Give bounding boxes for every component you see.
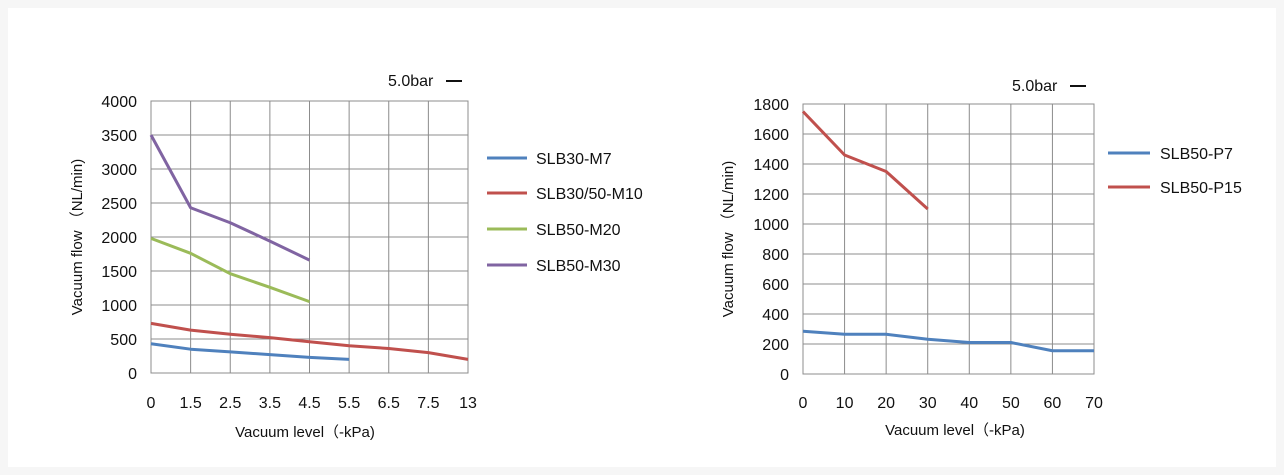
chart-2-x-tick-label: 10 bbox=[836, 395, 854, 412]
series-line-slb50-p15 bbox=[801, 110, 929, 211]
chart-1-y-tick-label: 3000 bbox=[101, 162, 137, 179]
chart-2-y-axis-label: Vacuum flow （NL/min) bbox=[720, 161, 737, 317]
legend-item-slb30-50-m10: SLB30/50-M10 bbox=[487, 186, 643, 203]
chart-2-x-tick-label: 40 bbox=[960, 395, 978, 412]
chart-2-x-tick-label: 70 bbox=[1085, 395, 1103, 412]
chart-2-y-tick-label: 1000 bbox=[753, 217, 789, 234]
chart-2-y-tick-label: 0 bbox=[780, 367, 789, 384]
chart-2-y-tick-labels: 0 200 400 600 800 1000 1200 1400 1600 1800 bbox=[753, 97, 789, 384]
legend-item-slb50-m20: SLB50-M20 bbox=[487, 222, 621, 239]
chart-1-y-axis-label: Vacuum flow （NL/min) bbox=[69, 159, 86, 315]
chart-2-y-tick-label: 400 bbox=[762, 307, 789, 324]
legend-label: SLB30/50-M10 bbox=[536, 186, 643, 203]
chart-1-y-tick-label: 1000 bbox=[101, 298, 137, 315]
chart-1-x-tick-labels: 0 1.5 2.5 3.5 4.5 5.5 6.5 7.5 13 bbox=[147, 395, 477, 412]
chart-1-x-tick-label: 1.5 bbox=[180, 395, 202, 412]
series-line-slb50-p7 bbox=[802, 329, 1094, 353]
chart-2-y-tick-label: 1600 bbox=[753, 127, 789, 144]
legend-item-slb50-m30: SLB50-M30 bbox=[487, 258, 621, 275]
chart-2-legend: SLB50-P7 SLB50-P15 bbox=[1108, 146, 1242, 197]
chart-1-y-tick-label: 0 bbox=[128, 366, 137, 383]
chart-2-y-tick-label: 1400 bbox=[753, 157, 789, 174]
chart-2-y-tick-label: 1800 bbox=[753, 97, 789, 114]
chart-2-pressure-label: 5.0bar bbox=[1012, 78, 1058, 95]
series-line-slb30-50-m10 bbox=[150, 321, 469, 361]
legend-item-slb50-p15: SLB50-P15 bbox=[1108, 180, 1242, 197]
series-line-slb50-m30 bbox=[149, 134, 311, 262]
chart-1-x-tick-label: 4.5 bbox=[298, 395, 320, 412]
chart-2-x-tick-labels: 0 10 20 30 40 50 60 70 bbox=[799, 395, 1103, 412]
legend-item-slb30-m7: SLB30-M7 bbox=[487, 151, 612, 168]
chart-2-y-tick-label: 800 bbox=[762, 247, 789, 264]
chart-2-x-tick-label: 60 bbox=[1044, 395, 1062, 412]
series-line-slb50-m20 bbox=[150, 236, 311, 304]
series-line-slb30-m7 bbox=[150, 342, 350, 361]
chart-1-y-tick-label: 4000 bbox=[101, 94, 137, 111]
chart-2-y-tick-label: 200 bbox=[762, 337, 789, 354]
chart-2-y-tick-label: 600 bbox=[762, 277, 789, 294]
chart-1-x-tick-label: 2.5 bbox=[219, 395, 241, 412]
chart-2-x-axis-label: Vacuum level（-kPa) bbox=[885, 422, 1025, 439]
chart-2-series bbox=[801, 110, 1094, 353]
chart-1-x-tick-label: 0 bbox=[147, 395, 156, 412]
legend-label: SLB50-P7 bbox=[1160, 146, 1233, 163]
chart-1-legend: SLB30-M7 SLB30/50-M10 SLB50-M20 SLB50-M3… bbox=[487, 151, 643, 275]
chart-1-y-tick-labels: 0 500 1000 1500 2000 2500 3000 3500 4000 bbox=[101, 94, 137, 383]
chart-1-x-axis-label: Vacuum level（-kPa) bbox=[235, 424, 375, 441]
legend-item-slb50-p7: SLB50-P7 bbox=[1108, 146, 1233, 163]
chart-1-y-tick-label: 1500 bbox=[101, 264, 137, 281]
chart-2-x-tick-label: 30 bbox=[919, 395, 937, 412]
chart-1-x-tick-label: 6.5 bbox=[378, 395, 400, 412]
chart-1-y-tick-label: 2000 bbox=[101, 230, 137, 247]
chart-1-x-tick-label: 7.5 bbox=[417, 395, 439, 412]
chart-1-x-tick-label: 5.5 bbox=[338, 395, 360, 412]
chart-1-y-tick-label: 500 bbox=[110, 332, 137, 349]
chart-1-y-tick-label: 3500 bbox=[101, 128, 137, 145]
legend-label: SLB30-M7 bbox=[536, 151, 612, 168]
legend-label: SLB50-M20 bbox=[536, 222, 621, 239]
chart-1-x-tick-label: 3.5 bbox=[259, 395, 281, 412]
chart-2-x-tick-label: 20 bbox=[877, 395, 895, 412]
chart-2-plot-border bbox=[802, 103, 1095, 375]
chart-2-y-tick-label: 1200 bbox=[753, 187, 789, 204]
chart-2-x-tick-label: 50 bbox=[1002, 395, 1020, 412]
chart-1-y-tick-label: 2500 bbox=[101, 196, 137, 213]
chart-1-series bbox=[149, 134, 469, 361]
chart-1-pressure-label: 5.0bar bbox=[388, 73, 434, 90]
chart-2-x-tick-label: 0 bbox=[799, 395, 808, 412]
chart-2: 0 200 400 600 800 1000 1200 1400 1600 1800 0 10 20 3… bbox=[720, 78, 1242, 439]
legend-label: SLB50-P15 bbox=[1160, 180, 1242, 197]
chart-1-plot-border bbox=[150, 100, 469, 374]
chart-1-x-tick-label: 13 bbox=[459, 395, 477, 412]
chart-1: 0 500 1000 1500 2000 2500 3000 3500 4000 0 1.5 2.5… bbox=[69, 73, 643, 441]
legend-label: SLB50-M30 bbox=[536, 258, 621, 275]
